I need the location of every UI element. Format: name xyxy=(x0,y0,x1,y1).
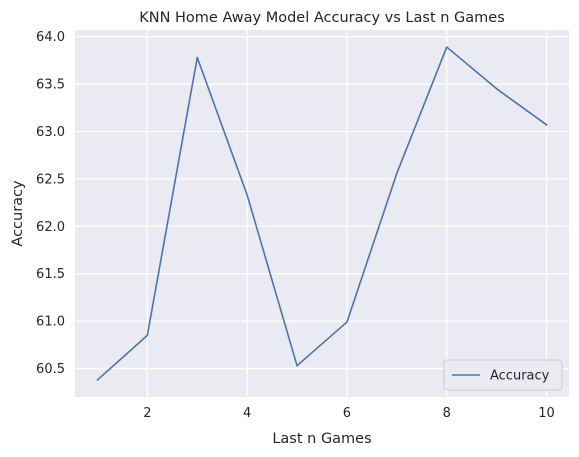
y-axis-label: Accuracy xyxy=(10,180,26,247)
x-tick-label: 4 xyxy=(243,406,251,421)
y-tick-label: 64.0 xyxy=(36,30,65,45)
x-tick-label: 10 xyxy=(538,406,555,421)
legend-box xyxy=(443,359,563,391)
grid-lines xyxy=(75,30,569,397)
y-tick-label: 61.5 xyxy=(36,267,65,282)
y-tick-label: 63.5 xyxy=(36,78,65,93)
chart-title: KNN Home Away Model Accuracy vs Last n G… xyxy=(139,10,505,26)
y-tick-label: 62.5 xyxy=(36,172,65,187)
x-axis-label: Last n Games xyxy=(272,431,371,447)
plot-area xyxy=(75,30,569,397)
y-tick-label: 62.0 xyxy=(36,220,65,235)
y-tick-label: 63.0 xyxy=(36,125,65,140)
y-tick-label: 61.0 xyxy=(36,315,65,330)
series-layer xyxy=(96,46,548,382)
y-tick-label: 60.5 xyxy=(36,362,65,377)
x-tick-label: 8 xyxy=(443,406,451,421)
tick-labels: 2 4 6 8 10 60.5 61.0 61.5 62.0 62.5 63.0 63.5 64.0 xyxy=(36,30,555,421)
x-tick-label: 6 xyxy=(343,406,351,421)
legend: Accuracy xyxy=(443,359,563,391)
series-line-accuracy xyxy=(96,46,548,382)
x-tick-label: 2 xyxy=(143,406,151,421)
legend-label-accuracy: Accuracy xyxy=(490,369,550,384)
